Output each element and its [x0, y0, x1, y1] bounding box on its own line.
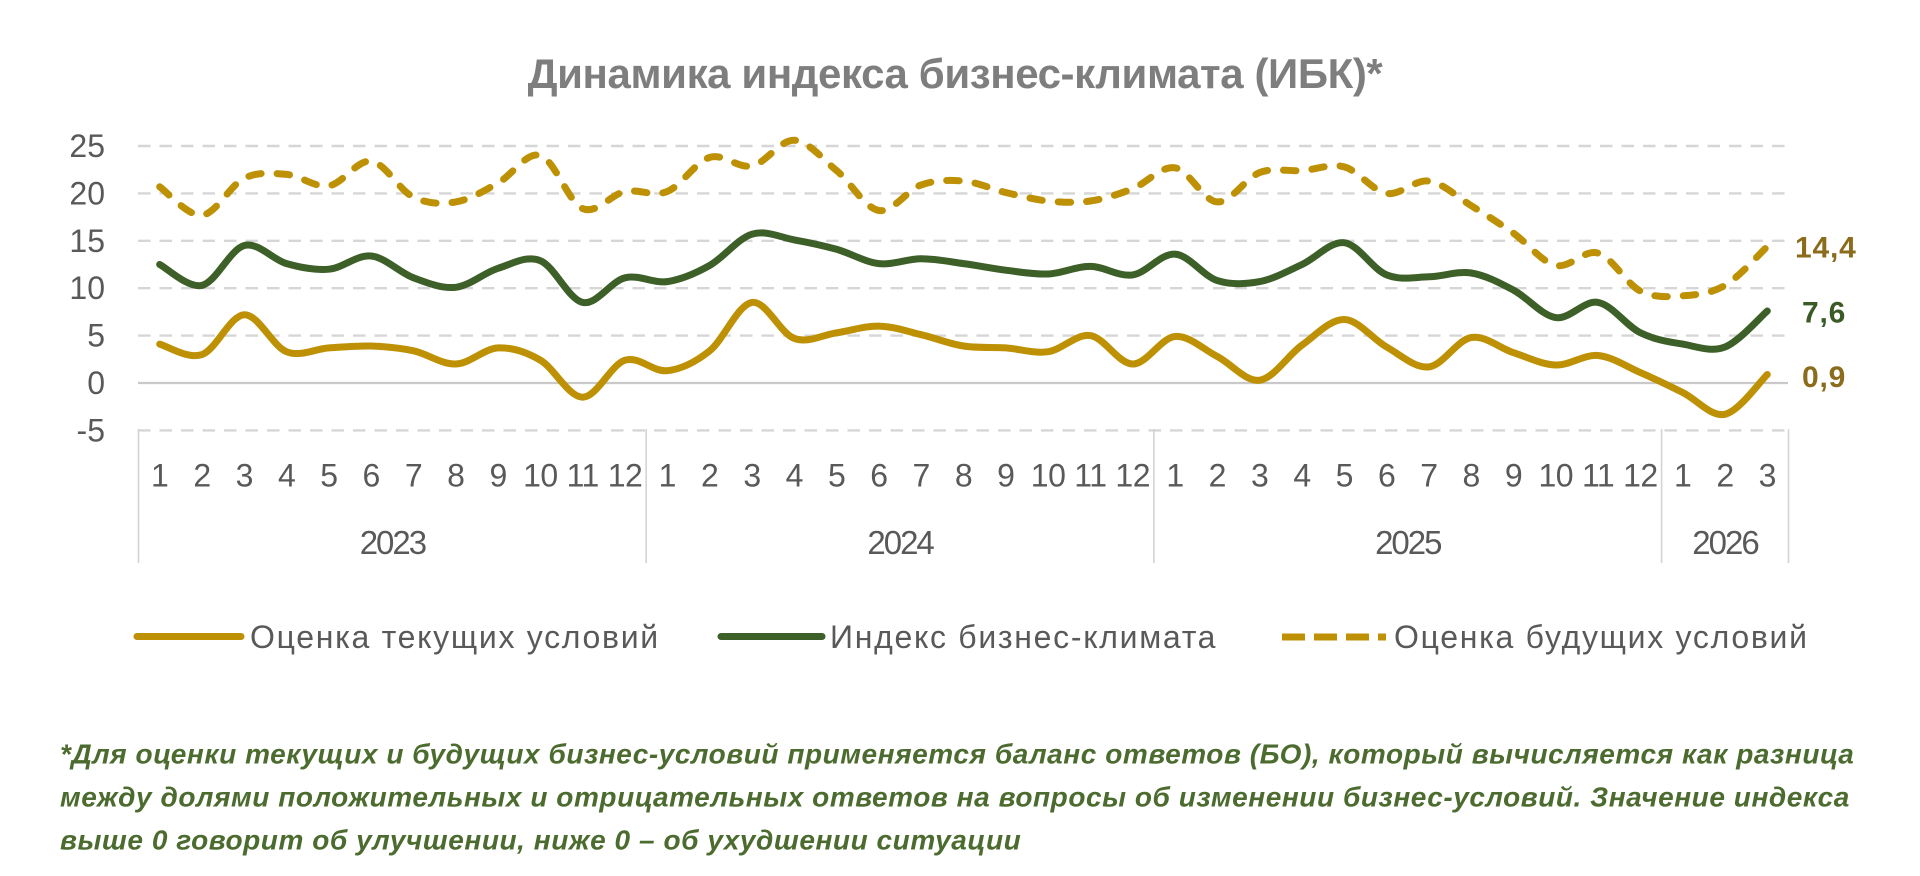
svg-text:0,9: 0,9: [1802, 361, 1846, 394]
svg-text:1: 1: [1166, 458, 1183, 494]
svg-text:выше 0 говорит об улучшении, н: выше 0 говорит об улучшении, ниже 0 – об…: [60, 825, 1021, 856]
svg-text:12: 12: [1623, 458, 1658, 494]
svg-text:9: 9: [489, 458, 506, 494]
svg-text:14,4: 14,4: [1795, 232, 1857, 265]
svg-text:20: 20: [69, 175, 105, 211]
svg-text:2024: 2024: [867, 524, 934, 561]
svg-text:Оценка будущих условий: Оценка будущих условий: [1394, 619, 1809, 655]
svg-text:6: 6: [870, 458, 887, 494]
svg-text:7,6: 7,6: [1802, 297, 1846, 330]
svg-text:1: 1: [1674, 458, 1691, 494]
svg-text:3: 3: [743, 458, 760, 494]
svg-text:8: 8: [447, 458, 464, 494]
svg-text:2025: 2025: [1375, 524, 1441, 561]
svg-text:*Для оценки текущих и будущих: *Для оценки текущих и будущих бизнес-усл…: [60, 739, 1854, 770]
svg-text:7: 7: [1420, 458, 1437, 494]
svg-text:0: 0: [87, 365, 105, 401]
svg-text:8: 8: [955, 458, 972, 494]
svg-text:4: 4: [786, 458, 803, 494]
svg-text:25: 25: [69, 128, 105, 164]
svg-text:11: 11: [1582, 458, 1614, 494]
svg-text:9: 9: [997, 458, 1014, 494]
svg-text:12: 12: [1115, 458, 1150, 494]
svg-text:1: 1: [659, 458, 676, 494]
svg-text:3: 3: [1251, 458, 1268, 494]
svg-text:15: 15: [69, 223, 105, 259]
svg-text:5: 5: [87, 318, 105, 354]
svg-text:между долями положительных и о: между долями положительных и отрицательн…: [60, 782, 1850, 813]
svg-text:-5: -5: [77, 412, 105, 448]
svg-text:Оценка текущих условий: Оценка текущих условий: [250, 619, 660, 655]
svg-text:Динамика индекса бизнес-климат: Динамика индекса бизнес-климата (ИБК)*: [528, 50, 1384, 97]
svg-text:10: 10: [1031, 458, 1066, 494]
svg-text:8: 8: [1463, 458, 1480, 494]
svg-text:11: 11: [1074, 458, 1106, 494]
svg-text:10: 10: [523, 458, 558, 494]
svg-text:6: 6: [363, 458, 380, 494]
svg-text:2: 2: [1716, 458, 1733, 494]
svg-text:Индекс бизнес-климата: Индекс бизнес-климата: [830, 619, 1217, 655]
svg-text:2: 2: [193, 458, 210, 494]
svg-text:5: 5: [320, 458, 337, 494]
svg-text:11: 11: [567, 458, 599, 494]
svg-text:7: 7: [913, 458, 930, 494]
svg-text:6: 6: [1378, 458, 1395, 494]
svg-text:2026: 2026: [1692, 524, 1758, 561]
svg-text:3: 3: [1759, 458, 1776, 494]
svg-text:1: 1: [151, 458, 168, 494]
svg-text:10: 10: [69, 270, 105, 306]
svg-text:10: 10: [1539, 458, 1574, 494]
svg-text:5: 5: [828, 458, 845, 494]
svg-text:4: 4: [1293, 458, 1310, 494]
svg-text:12: 12: [608, 458, 643, 494]
svg-text:2: 2: [701, 458, 718, 494]
svg-text:2: 2: [1209, 458, 1226, 494]
svg-text:4: 4: [278, 458, 295, 494]
svg-text:5: 5: [1336, 458, 1353, 494]
svg-text:3: 3: [236, 458, 253, 494]
svg-text:7: 7: [405, 458, 422, 494]
svg-text:9: 9: [1505, 458, 1522, 494]
svg-text:2023: 2023: [360, 524, 426, 561]
